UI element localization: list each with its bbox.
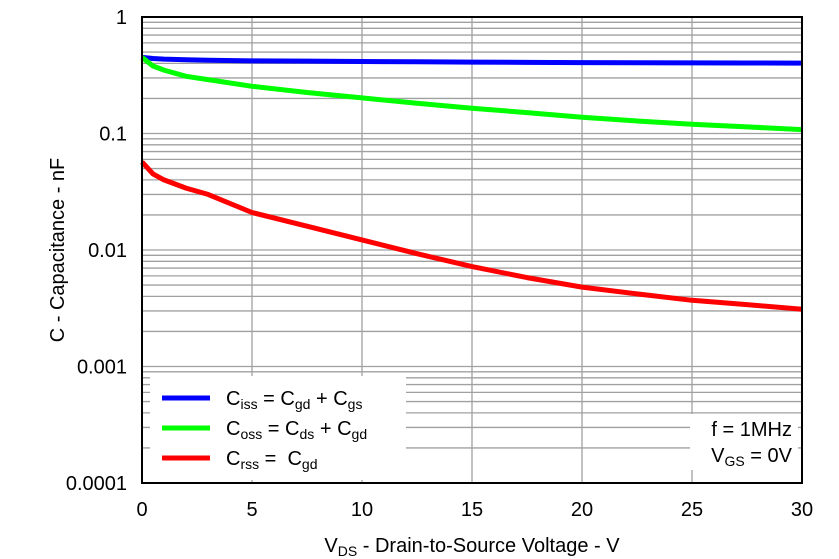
series-line [140, 55, 803, 133]
x-tick-label: 20 [571, 499, 593, 521]
y-tick-label: 0.1 [99, 124, 127, 146]
legend: Ciss = Cgd + Cgs Coss = Cds + Cgd Crss = C… [150, 376, 406, 480]
legend-label: Crss = Cgd [226, 448, 318, 472]
y-tick-labels: 0.0001 0.001 0.01 0.1 1 [66, 7, 127, 495]
x-tick-labels: 0 5 10 15 20 25 30 [136, 499, 813, 521]
x-tick-label: 10 [351, 499, 373, 521]
y-tick-label: 0.0001 [66, 473, 127, 495]
series-line [141, 54, 803, 66]
y-axis-label: C - Capacitance - nF [47, 158, 69, 343]
frequency-annotation: f = 1MHz [711, 419, 792, 441]
legend-label: Coss = Cds + Cgd [226, 418, 367, 442]
x-tick-label: 25 [681, 499, 703, 521]
series-line [140, 160, 803, 312]
y-tick-label: 1 [116, 7, 127, 29]
x-axis-label: VDS - Drain-to-Source Voltage - V [324, 535, 620, 559]
x-tick-label: 30 [791, 499, 813, 521]
y-tick-label: 0.001 [77, 357, 127, 379]
annotation: f = 1MHz VGS = 0V [690, 414, 798, 470]
x-tick-label: 15 [461, 499, 483, 521]
legend-label: Ciss = Cgd + Cgs [226, 388, 362, 412]
curves [140, 54, 803, 312]
vgs-annotation: VGS = 0V [711, 445, 792, 469]
x-tick-label: 5 [246, 499, 257, 521]
y-tick-label: 0.01 [88, 240, 127, 262]
x-tick-label: 0 [136, 499, 147, 521]
plot-frame [141, 16, 803, 484]
